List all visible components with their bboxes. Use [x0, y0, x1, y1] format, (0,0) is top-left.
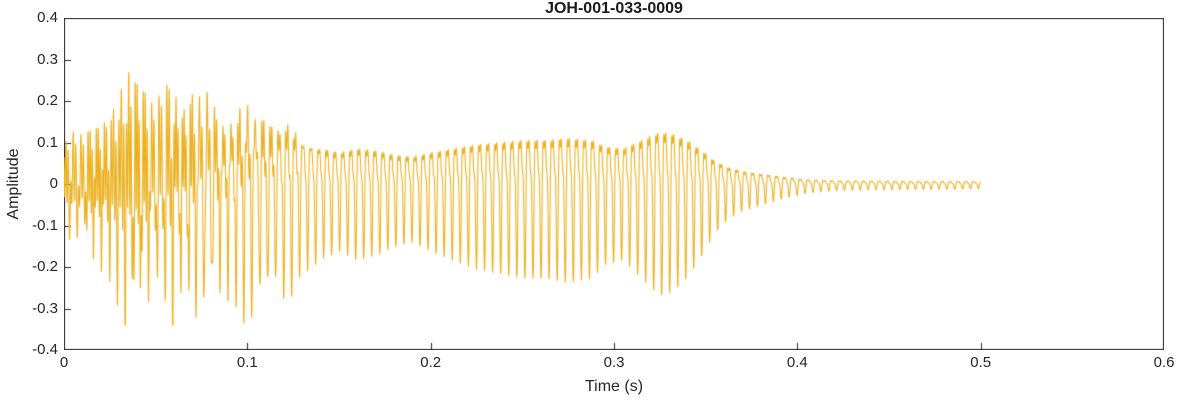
x-axis-label: Time (s)	[584, 378, 644, 395]
chart-title: JOH-001-033-0009	[545, 0, 683, 17]
x-tick-label: 0.5	[970, 354, 992, 371]
x-tick-label: 0.6	[1153, 354, 1175, 371]
x-tick-label: 0	[59, 354, 69, 371]
y-tick-label: -0.3	[32, 299, 58, 317]
x-tick-label: 0.4	[786, 354, 808, 371]
y-tick-label: 0.4	[37, 9, 58, 26]
x-tick-label: 0.1	[236, 354, 258, 371]
y-tick-label: -0.2	[32, 258, 58, 275]
waveform-plot-canvas	[64, 18, 1164, 350]
y-axis-label: Amplitude	[5, 148, 22, 220]
y-tick-label: -0.4	[32, 341, 58, 358]
y-tick-label: 0.2	[37, 92, 58, 109]
y-tick-label: 0.3	[37, 50, 58, 68]
x-tick-label: 0.3	[603, 354, 625, 371]
x-tick-label: 0.2	[420, 354, 442, 371]
